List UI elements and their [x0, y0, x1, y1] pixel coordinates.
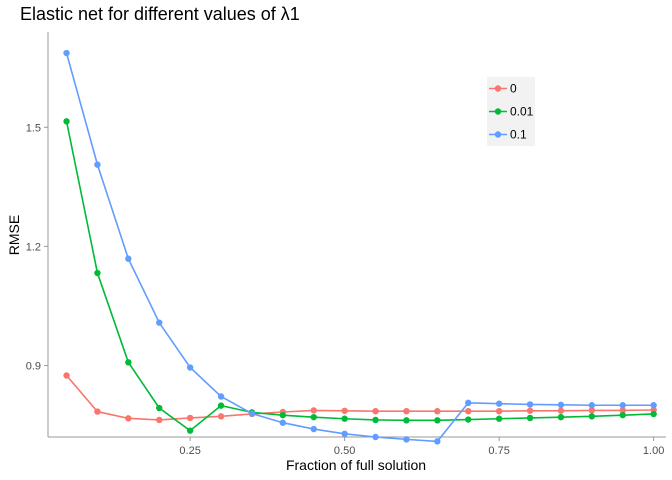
data-point-0.01 [403, 417, 410, 424]
data-point-0.1 [341, 430, 348, 438]
data-point-0.1 [495, 400, 503, 407]
data-point-0 [557, 407, 565, 414]
data-point-0.01 [125, 359, 132, 366]
data-point-0.1 [372, 433, 379, 441]
legend-key-point-0.01 [494, 108, 502, 115]
series-line-0.1 [65, 52, 654, 443]
y-tick-label: 1.2 [26, 241, 41, 253]
data-point-0.1 [156, 319, 163, 326]
series-layer [63, 49, 657, 445]
data-point-0 [125, 415, 132, 422]
data-point-0.1 [186, 364, 194, 371]
data-point-0.1 [94, 161, 101, 168]
data-point-0 [310, 407, 317, 414]
data-point-0.01 [619, 411, 626, 419]
data-point-0 [156, 416, 163, 424]
ticks-layer: 0.25 0.50 0.75 1.00 0.9 1.2 1.5 [26, 122, 665, 457]
data-point-0 [63, 372, 70, 379]
y-axis-title: RMSE [6, 215, 22, 255]
data-point-0.01 [63, 118, 70, 125]
data-point-0.1 [248, 410, 256, 417]
data-point-0.01 [495, 415, 503, 422]
data-point-0 [495, 407, 503, 415]
legend: 0 0.01 0.1 [487, 77, 535, 146]
data-point-0.01 [156, 404, 163, 412]
data-point-0 [94, 408, 101, 415]
data-point-0 [372, 407, 379, 415]
x-tick-label: 1.00 [643, 445, 664, 457]
data-point-0.01 [526, 414, 534, 422]
data-point-0 [526, 407, 534, 414]
x-axis-title: Fraction of full solution [286, 457, 426, 473]
data-point-0.1 [310, 425, 317, 433]
data-point-0.01 [310, 413, 317, 421]
series-line-0.01 [65, 121, 654, 432]
data-point-0.01 [434, 417, 441, 424]
legend-label-0.01: 0.01 [510, 105, 534, 119]
data-point-0.01 [94, 269, 101, 277]
data-point-0 [588, 407, 596, 414]
data-point-0.1 [650, 402, 657, 409]
data-point-0.01 [341, 415, 348, 422]
data-point-0.01 [588, 413, 596, 420]
data-point-0.1 [619, 402, 626, 409]
data-point-0 [403, 407, 410, 415]
x-tick-label: 0.25 [179, 445, 200, 457]
data-point-0 [465, 407, 472, 415]
data-point-0.1 [63, 49, 70, 57]
data-point-0 [341, 407, 348, 414]
plot-area: 0.25 0.50 0.75 1.00 0.9 1.2 1.5 [26, 32, 666, 457]
data-point-0.1 [434, 438, 441, 445]
data-point-0.1 [465, 399, 472, 407]
data-point-0.01 [217, 402, 225, 409]
data-point-0.01 [372, 416, 379, 424]
data-point-0.1 [588, 402, 596, 409]
x-tick-label: 0.75 [488, 445, 509, 457]
data-point-0.1 [279, 419, 287, 426]
y-tick-label: 0.9 [26, 361, 41, 373]
data-point-0.1 [557, 401, 565, 409]
data-point-0.01 [465, 416, 472, 423]
data-point-0 [619, 407, 626, 414]
data-point-0.1 [125, 255, 132, 262]
data-point-0.1 [526, 401, 534, 408]
legend-layer: 0 0.01 0.1 [489, 82, 534, 142]
data-point-0.01 [650, 410, 657, 418]
series-line-0 [65, 374, 654, 421]
chart-title: Elastic net for different values of λ1 [20, 4, 300, 24]
legend-label-0: 0 [510, 82, 517, 96]
x-tick-label: 0.50 [334, 445, 355, 457]
data-point-0 [217, 413, 225, 420]
data-point-0.01 [186, 427, 194, 434]
data-point-0.1 [403, 436, 410, 443]
data-point-0.1 [217, 393, 225, 400]
y-tick-label: 1.5 [26, 122, 41, 134]
legend-key-point-0.1 [494, 131, 502, 138]
data-point-0.01 [279, 411, 287, 419]
data-point-0 [186, 414, 194, 422]
data-point-0 [434, 407, 441, 415]
legend-key-point-0 [494, 85, 502, 92]
legend-label-0.1: 0.1 [510, 128, 527, 142]
data-point-0.01 [557, 413, 565, 421]
